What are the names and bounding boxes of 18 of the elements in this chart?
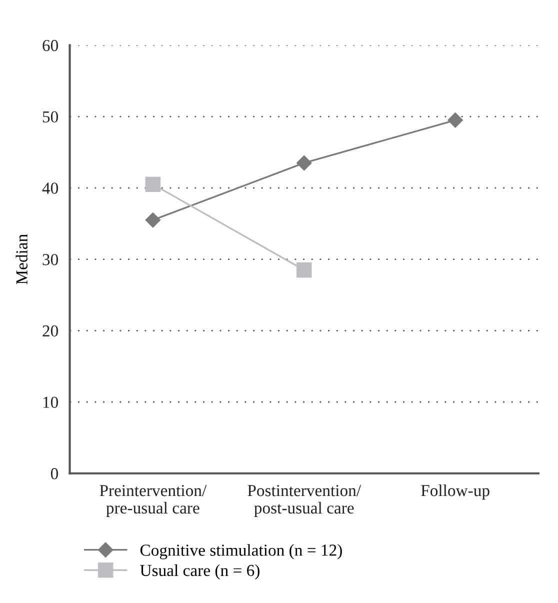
y-tick-label: 60: [42, 40, 58, 52]
x-tick-label: Postintervention/ post-usual care: [248, 484, 362, 518]
y-tick-label: 20: [42, 325, 58, 337]
y-tick-label: 30: [42, 254, 58, 266]
y-tick-label: 50: [42, 111, 58, 123]
point: [448, 112, 463, 128]
y-tick-label: 0: [50, 468, 58, 480]
point: [296, 155, 312, 171]
y-tick-label: 40: [42, 182, 58, 194]
legend-label: Usual care (n = 6): [140, 564, 260, 580]
point: [145, 212, 160, 228]
point: [296, 262, 312, 278]
x-tick-label: Follow-up: [421, 484, 490, 500]
point: [145, 176, 161, 192]
x-tick-label: Preintervention/ pre-usual care: [100, 484, 207, 518]
legend-label: Cognitive stimulation (n = 12): [140, 544, 342, 560]
y-tick-label: 10: [43, 396, 58, 408]
y-axis-title: Median: [16, 234, 28, 284]
